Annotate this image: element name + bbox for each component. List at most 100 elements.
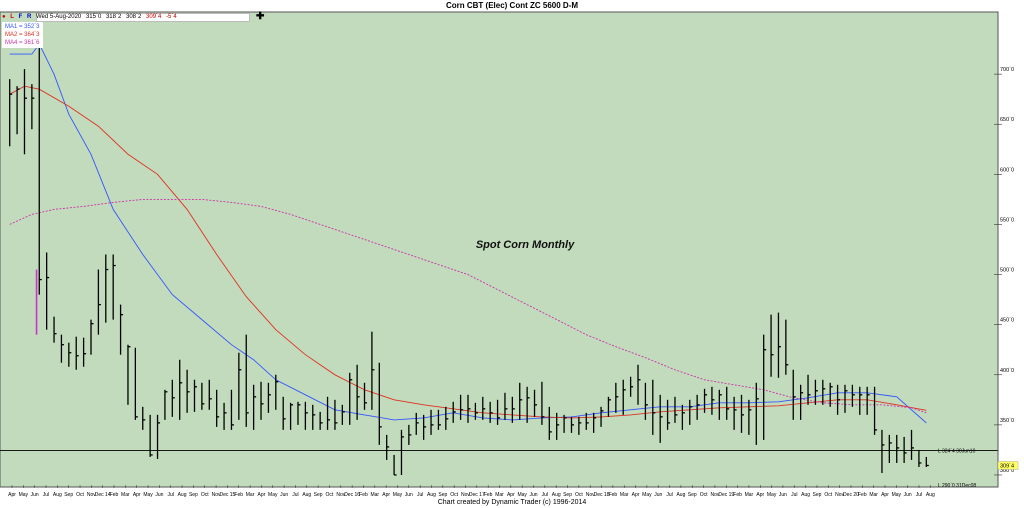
- x-tick-label: Feb: [359, 492, 368, 498]
- r-button[interactable]: R: [26, 14, 32, 20]
- x-tick-label: Jul: [791, 492, 797, 498]
- x-tick-label: Mar: [869, 492, 878, 498]
- x-tick-label: Nov: [212, 492, 221, 498]
- x-tick-label: Aug: [178, 492, 187, 498]
- info-change: -5`4: [166, 14, 177, 20]
- x-tick-label: Mar: [495, 492, 504, 498]
- x-tick-label: Feb: [609, 492, 618, 498]
- x-tick-label: Oct: [824, 492, 832, 498]
- x-tick-label: Sep: [438, 492, 447, 498]
- x-tick-label: Aug: [427, 492, 436, 498]
- x-tick-label: Nov: [710, 492, 719, 498]
- x-tick-label: Jun: [779, 492, 787, 498]
- x-tick-label: Oct: [450, 492, 458, 498]
- x-tick-label: Feb: [858, 492, 867, 498]
- last-price-label: 309`4: [1000, 463, 1014, 469]
- ma-line-3: [9, 198, 927, 414]
- reference-label: L 290`0 31Dec08: [938, 483, 976, 489]
- last-price-box: [997, 461, 1019, 470]
- x-tick-label: Jun: [654, 492, 662, 498]
- crosshair-icon[interactable]: ✚: [256, 11, 265, 22]
- x-tick-label: Dec 19: [718, 492, 734, 498]
- x-tick-label: Feb: [110, 492, 119, 498]
- x-tick-label: Sep: [563, 492, 572, 498]
- x-tick-label: Oct: [700, 492, 708, 498]
- plot-area: [0, 11, 999, 488]
- status-dot-icon: ●: [2, 14, 6, 20]
- info-date: Wed 5-Aug-2020: [36, 14, 82, 20]
- header-toolbar: ● L F R Wed 5-Aug-2020 315`0 318`2 308`2…: [2, 13, 180, 22]
- chart-annotation: Spot Corn Monthly: [476, 239, 575, 251]
- info-close: 309`4: [146, 14, 162, 20]
- x-tick-label: Apr: [881, 492, 889, 498]
- y-tick-label: 700`0: [1000, 67, 1014, 73]
- x-tick-label: Apr: [8, 492, 16, 498]
- x-tick-label: Apr: [258, 492, 266, 498]
- y-tick-label: 550`0: [1000, 217, 1014, 223]
- x-tick-label: Jun: [155, 492, 163, 498]
- x-tick-label: Nov: [336, 492, 345, 498]
- x-tick-label: Jun: [31, 492, 39, 498]
- ma2-legend-entry: MA2 = 364`3: [5, 32, 40, 38]
- x-tick-label: Jun: [280, 492, 288, 498]
- x-tick-label: Apr: [756, 492, 764, 498]
- x-tick-label: Jun: [405, 492, 413, 498]
- x-tick-label: Oct: [326, 492, 334, 498]
- x-tick-label: Mar: [620, 492, 629, 498]
- x-tick-label: May: [143, 492, 153, 498]
- info-low: 308`2: [126, 14, 142, 20]
- x-tick-label: Feb: [484, 492, 493, 498]
- x-tick-label: Mar: [246, 492, 255, 498]
- x-tick-label: Mar: [745, 492, 754, 498]
- x-tick-label: Nov: [835, 492, 844, 498]
- x-tick-label: Nov: [87, 492, 96, 498]
- y-tick-label: 650`0: [1000, 117, 1014, 123]
- x-tick-label: Sep: [64, 492, 73, 498]
- x-tick-label: May: [517, 492, 527, 498]
- y-tick-label: 300`0: [1000, 468, 1014, 474]
- x-tick-label: Jul: [666, 492, 672, 498]
- x-tick-label: Dec 17: [469, 492, 485, 498]
- x-tick-label: May: [892, 492, 902, 498]
- x-tick-label: Aug: [552, 492, 561, 498]
- x-tick-label: May: [268, 492, 278, 498]
- x-tick-label: Sep: [813, 492, 822, 498]
- x-tick-label: May: [767, 492, 777, 498]
- x-tick-label: Feb: [733, 492, 742, 498]
- x-tick-label: May: [393, 492, 403, 498]
- y-tick-label: 350`0: [1000, 418, 1014, 424]
- x-tick-label: Dec 20: [843, 492, 859, 498]
- x-tick-label: May: [19, 492, 29, 498]
- x-tick-label: Jun: [529, 492, 537, 498]
- ma-legend: MA1 = 352`3 MA2 = 364`3 MA4 = 361`6: [2, 22, 43, 48]
- x-tick-label: Dec 18: [594, 492, 610, 498]
- x-tick-label: Aug: [801, 492, 810, 498]
- l-button[interactable]: L: [10, 14, 14, 20]
- x-tick-label: Jul: [43, 492, 49, 498]
- chart-footer: Chart created by Dynamic Trader (c) 1996…: [437, 499, 587, 506]
- x-tick-label: Oct: [76, 492, 84, 498]
- x-tick-label: Jul: [916, 492, 922, 498]
- f-button[interactable]: F: [18, 14, 23, 20]
- x-tick-label: Aug: [676, 492, 685, 498]
- x-tick-label: Dec 15: [219, 492, 235, 498]
- header-info-box: [36, 13, 250, 22]
- x-tick-label: Apr: [507, 492, 515, 498]
- ma1-legend-entry: MA1 = 352`3: [5, 24, 40, 30]
- x-tick-label: Mar: [370, 492, 379, 498]
- x-tick-label: Nov: [461, 492, 470, 498]
- x-tick-label: Jun: [904, 492, 912, 498]
- x-tick-label: Oct: [201, 492, 209, 498]
- x-tick-label: May: [642, 492, 652, 498]
- x-tick-label: Feb: [234, 492, 243, 498]
- ma4-legend-entry: MA4 = 361`6: [5, 40, 40, 46]
- x-tick-label: Mar: [121, 492, 130, 498]
- x-tick-label: Apr: [632, 492, 640, 498]
- x-tick-label: Apr: [133, 492, 141, 498]
- x-tick-label: Jul: [417, 492, 423, 498]
- x-tick-label: Jul: [168, 492, 174, 498]
- y-tick-label: 500`0: [1000, 268, 1014, 274]
- x-tick-label: Apr: [382, 492, 390, 498]
- x-tick-label: Dec 16: [344, 492, 360, 498]
